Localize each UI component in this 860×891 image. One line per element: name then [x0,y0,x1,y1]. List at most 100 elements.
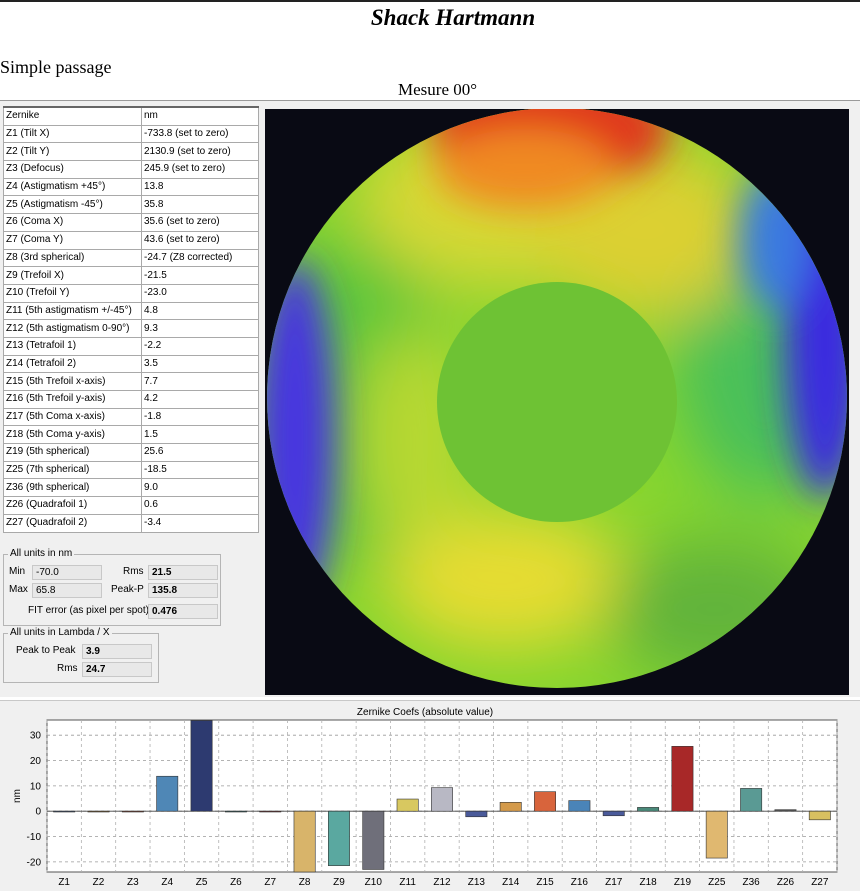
zernike-term-cell: Z14 (Tetrafoil 2) [3,354,142,374]
zernike-value-cell: 35.6 (set to zero) [141,213,259,232]
zernike-value-cell: 4.8 [141,301,259,321]
table-row: Z16 (5th Trefoil y-axis) 4.2 [3,390,259,409]
x-tick-label: Z5 [196,877,208,888]
zernike-term-cell: Z36 (9th spherical) [3,478,142,498]
zernike-term-cell: Z3 (Defocus) [3,160,142,179]
rms-lambda-label: Rms [57,663,78,674]
table-row: Z3 (Defocus) 245.9 (set to zero) [3,160,259,179]
zernike-value-cell: -21.5 [141,266,259,285]
x-tick-label: Z27 [811,877,829,888]
zernike-term-cell: Z18 (5th Coma y-axis) [3,425,142,445]
table-row: Z6 (Coma X) 35.6 (set to zero) [3,213,259,232]
table-row: Z5 (Astigmatism -45°) 35.8 [3,195,259,215]
zernike-term-cell: Z17 (5th Coma x-axis) [3,407,142,427]
x-tick-label: Z4 [161,877,173,888]
x-tick-label: Z36 [743,877,761,888]
table-row: Z27 (Quadrafoil 2) -3.4 [3,513,259,533]
bar-z18 [637,807,660,812]
x-tick-label: Z10 [365,877,383,888]
bar-z17 [602,810,625,817]
page-title: Shack Hartmann [370,5,536,30]
zernike-value-cell: 3.5 [141,354,259,374]
zernike-term-cell: Z10 (Trefoil Y) [3,283,142,303]
bar-z4 [156,775,179,812]
max-value: 65.8 [32,583,102,598]
zernike-value-cell: -24.7 (Z8 corrected) [141,248,259,268]
bar-z13 [465,810,488,818]
page-subtitle: Simple passage [0,57,112,77]
bar-z7 [259,810,282,813]
bar-z36 [740,788,763,812]
y-axis-label: nm [12,789,23,803]
bar-z19 [671,746,694,812]
zernike-value-cell: 7.7 [141,372,259,391]
table-row: Z17 (5th Coma x-axis) -1.8 [3,407,259,427]
peak-nm-value: 135.8 [148,583,218,598]
y-tick-label: 20 [30,756,42,767]
x-tick-label: Z2 [93,877,105,888]
zernike-term-cell: Z25 (7th spherical) [3,460,142,480]
zernike-term-cell: Z7 (Coma Y) [3,230,142,250]
table-row: Z9 (Trefoil X) -21.5 [3,266,259,285]
bar-z14 [499,802,522,812]
table-row: Z36 (9th spherical) 9.0 [3,478,259,498]
bar-z2 [87,810,110,813]
zernike-term-cell: Z13 (Tetrafoil 1) [3,336,142,356]
table-row: Z4 (Astigmatism +45°) 13.8 [3,177,259,197]
x-tick-label: Z19 [674,877,692,888]
min-value: -70.0 [32,565,102,580]
zernike-value-cell: 1.5 [141,425,259,445]
table-row: Z18 (5th Coma y-axis) 1.5 [3,425,259,445]
table-row: Z8 (3rd spherical) -24.7 (Z8 corrected) [3,248,259,268]
x-tick-label: Z15 [536,877,554,888]
zernike-term-cell: Z5 (Astigmatism -45°) [3,195,142,215]
bar-z26 [774,809,797,812]
x-tick-label: Z13 [468,877,486,888]
zernike-value-cell: -18.5 [141,460,259,480]
zernike-value-cell: 4.2 [141,390,259,409]
zernike-term-cell: Z1 (Tilt X) [3,124,142,144]
zernike-value-cell: 9.3 [141,319,259,338]
x-tick-label: Z11 [399,877,416,888]
bar-z10 [362,810,385,870]
zernike-term-cell: Z27 (Quadrafoil 2) [3,513,142,533]
zernike-value-cell: 35.8 [141,195,259,215]
bar-z11 [396,798,419,812]
zernike-value-cell: 245.9 (set to zero) [141,160,259,179]
y-tick-label: -20 [27,857,42,868]
wavefront-map-svg [267,108,847,688]
zernike-term-cell: Z9 (Trefoil X) [3,266,142,285]
x-tick-label: Z14 [502,877,520,888]
zernike-value-cell: -23.0 [141,283,259,303]
fit-error-label: FIT error (as pixel per spot) [28,605,149,616]
rms-nm-label: Rms [123,566,144,577]
y-tick-label: 30 [30,731,42,742]
bar-z6 [224,810,247,813]
zernike-term-cell: Z19 (5th spherical) [3,443,142,462]
table-row: Z10 (Trefoil Y) -23.0 [3,283,259,303]
zernike-term-cell: Z6 (Coma X) [3,213,142,232]
table-row: Z1 (Tilt X) -733.8 (set to zero) [3,124,259,144]
x-tick-label: Z1 [58,877,70,888]
table-row: Z12 (5th astigmatism 0-90°) 9.3 [3,319,259,338]
table-row: Z19 (5th spherical) 25.6 [3,443,259,462]
zernike-value-cell: -2.2 [141,336,259,356]
bar-z8 [293,810,316,873]
stats-nm-group [3,554,221,626]
bar-z1 [53,810,76,813]
zernike-value-cell: -3.4 [141,513,259,533]
table-row: Z2 (Tilt Y) 2130.9 (set to zero) [3,142,259,162]
bar-z27 [808,810,831,821]
zernike-term-cell: Z16 (5th Trefoil y-axis) [3,390,142,409]
pupil-surface [267,108,847,688]
table-row: Z11 (5th astigmatism +/-45°) 4.8 [3,301,259,321]
zernike-value-cell: nm [141,105,259,126]
x-tick-label: Z18 [639,877,657,888]
zernike-value-cell: 43.6 (set to zero) [141,230,259,250]
measure-label: Mesure 00° [398,80,478,99]
zernike-term-cell: Z11 (5th astigmatism +/-45°) [3,301,142,321]
table-row: Z7 (Coma Y) 43.6 (set to zero) [3,230,259,250]
bar-z5 [190,720,213,812]
zernike-value-cell: -1.8 [141,407,259,427]
x-tick-label: Z8 [299,877,311,888]
